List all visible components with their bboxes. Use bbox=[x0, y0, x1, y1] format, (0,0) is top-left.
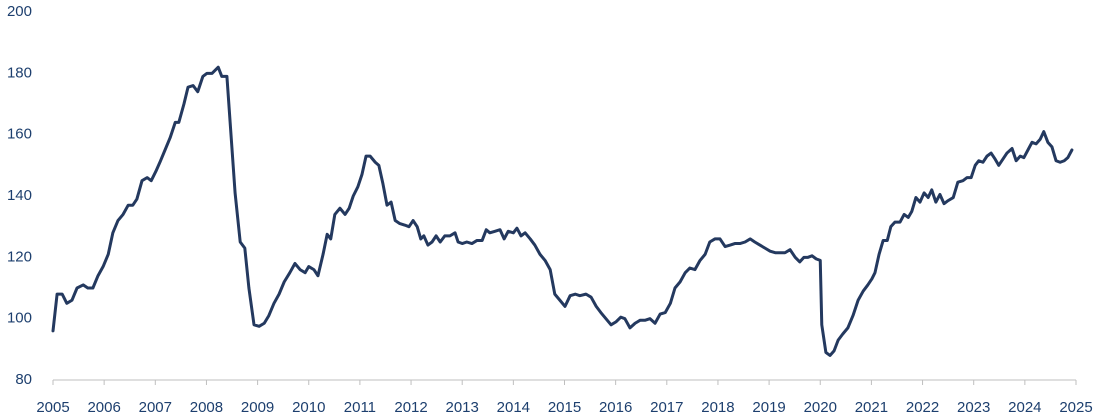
x-tick-label: 2007 bbox=[139, 399, 172, 416]
y-tick-label: 140 bbox=[7, 187, 32, 204]
x-tick-label: 2014 bbox=[497, 399, 530, 416]
x-tick-label: 2018 bbox=[701, 399, 734, 416]
x-tick-label: 2008 bbox=[190, 399, 223, 416]
x-tick-label: 2024 bbox=[1008, 399, 1041, 416]
x-tick-label: 2021 bbox=[855, 399, 888, 416]
x-tick-label: 2022 bbox=[906, 399, 939, 416]
x-tick-label: 2010 bbox=[292, 399, 325, 416]
x-tick-label: 2019 bbox=[752, 399, 785, 416]
y-tick-label: 200 bbox=[7, 3, 32, 20]
y-tick-label: 100 bbox=[7, 310, 32, 327]
x-tick-label: 2013 bbox=[446, 399, 479, 416]
x-tick-label: 2025 bbox=[1059, 399, 1092, 416]
x-tick-label: 2015 bbox=[548, 399, 581, 416]
x-tick-label: 2016 bbox=[599, 399, 632, 416]
x-tick-label: 2011 bbox=[344, 399, 376, 416]
x-tick-label: 2006 bbox=[87, 399, 120, 416]
y-tick-label: 160 bbox=[7, 126, 32, 143]
x-tick-label: 2009 bbox=[241, 399, 274, 416]
y-tick-label: 180 bbox=[7, 64, 32, 81]
x-tick-label: 2020 bbox=[804, 399, 837, 416]
data-line bbox=[51, 65, 1074, 357]
y-tick-label: 80 bbox=[15, 371, 32, 388]
x-tick-label: 2012 bbox=[394, 399, 427, 416]
x-tick-label: 2023 bbox=[957, 399, 990, 416]
x-tick-label: 2005 bbox=[36, 399, 69, 416]
y-tick-label: 120 bbox=[7, 248, 32, 265]
x-tick-label: 2017 bbox=[650, 399, 683, 416]
